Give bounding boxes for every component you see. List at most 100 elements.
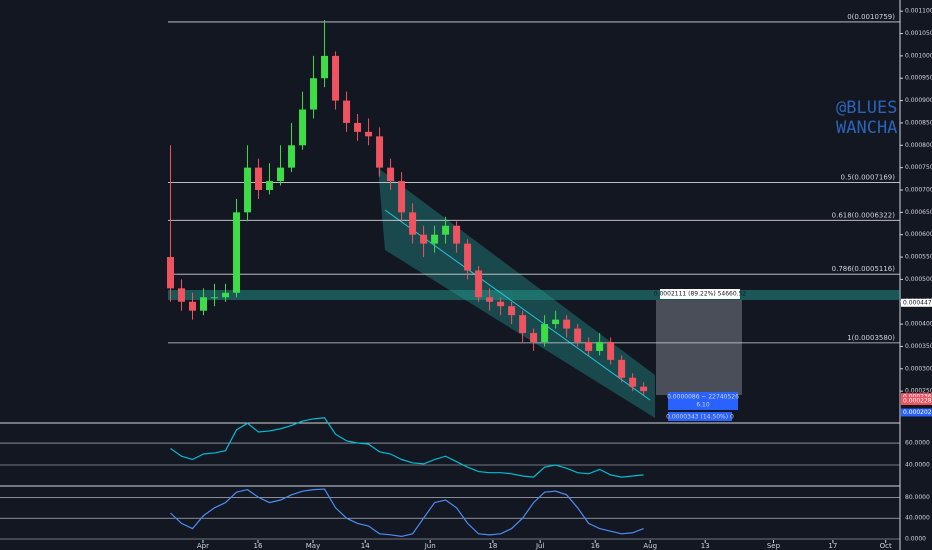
x-tick-label: Jun bbox=[424, 542, 436, 550]
candle-body bbox=[574, 328, 582, 342]
y-tick-label: 60.0000 bbox=[905, 440, 930, 447]
candle-body bbox=[343, 100, 351, 123]
x-tick-label: Sep bbox=[767, 542, 781, 550]
x-tick-label: May bbox=[306, 542, 320, 550]
price-tag bbox=[901, 408, 932, 417]
measure-label-bg bbox=[668, 392, 738, 410]
y-tick-label: 40.0000 bbox=[905, 462, 930, 469]
candle-body bbox=[530, 333, 538, 342]
y-tick-label: 80.0000 bbox=[905, 494, 930, 501]
candle-body bbox=[233, 212, 241, 293]
candle-body bbox=[244, 167, 252, 213]
fib-label: 0.618(0.0006322) bbox=[832, 211, 896, 219]
candle-body bbox=[211, 297, 219, 299]
candle-body bbox=[398, 181, 406, 213]
fib-label: 0.5(0.0007169) bbox=[841, 173, 896, 181]
candle-body bbox=[563, 319, 571, 329]
x-tick-label: Oct bbox=[880, 542, 892, 550]
candle-body bbox=[299, 109, 307, 146]
measure-label-bg bbox=[660, 289, 740, 299]
measure-label: 0.0002111 (89.22%) 54660.52 bbox=[654, 291, 747, 298]
candle-body bbox=[288, 145, 296, 168]
support-zone bbox=[168, 290, 900, 300]
y-tick-label: 0.0000 bbox=[905, 536, 926, 543]
fib-label: 0.786(0.0005116) bbox=[832, 265, 896, 273]
candle-body bbox=[332, 55, 340, 101]
x-tick-label: 18 bbox=[488, 542, 497, 550]
candle-body bbox=[464, 243, 472, 271]
x-tick-label: 17 bbox=[828, 542, 837, 550]
indicator-line bbox=[170, 417, 644, 478]
candle-body bbox=[387, 167, 395, 182]
candle-body bbox=[222, 292, 230, 298]
candle-body bbox=[541, 324, 549, 342]
price-tag bbox=[901, 298, 932, 307]
measure-label: 6.10 bbox=[696, 402, 710, 409]
watermark: WANCHA bbox=[836, 118, 897, 138]
x-tick-label: Aug bbox=[643, 542, 657, 550]
candle-body bbox=[519, 315, 527, 334]
measure-label-bg bbox=[668, 412, 732, 421]
measure-label: 0.0000086 ~ 22740526 bbox=[667, 394, 739, 401]
x-tick-label: 16 bbox=[254, 542, 263, 550]
candle-body bbox=[640, 386, 648, 392]
candle-body bbox=[629, 377, 637, 387]
candle-body bbox=[585, 341, 593, 351]
x-tick-label: Apr bbox=[197, 542, 209, 550]
candle-body bbox=[376, 136, 384, 168]
candle-body bbox=[189, 301, 197, 311]
fib-label: 0(0.0010759) bbox=[847, 13, 895, 21]
x-tick-label: 16 bbox=[591, 542, 600, 550]
candle-body bbox=[475, 270, 483, 298]
candle-body bbox=[167, 257, 175, 289]
candle-body bbox=[442, 225, 450, 235]
watermark: @BLUES bbox=[836, 98, 897, 118]
candle-body bbox=[596, 341, 604, 351]
candle-body bbox=[508, 306, 516, 316]
candle-body bbox=[618, 359, 626, 378]
candle-body bbox=[277, 167, 285, 182]
candle-body bbox=[497, 301, 505, 307]
measure-label: 0.0000343 (14.50%) 0 bbox=[666, 414, 734, 421]
candle-body bbox=[266, 181, 274, 190]
candle-body bbox=[431, 234, 439, 244]
y-tick-label: 0.0011000 bbox=[905, 8, 932, 15]
candle-body bbox=[321, 55, 329, 79]
candle-body bbox=[200, 297, 208, 311]
candle-body bbox=[409, 212, 417, 235]
price-tag bbox=[901, 396, 932, 405]
candle-body bbox=[178, 288, 186, 302]
channel-midline bbox=[384, 209, 651, 401]
x-tick-label: 13 bbox=[701, 542, 710, 550]
x-tick-label: 14 bbox=[361, 542, 370, 550]
price-tag-label: 0.0004477 bbox=[903, 299, 932, 306]
candle-body bbox=[453, 225, 461, 244]
y-tick-label: 40.0000 bbox=[905, 515, 930, 522]
candle-body bbox=[420, 234, 428, 244]
candle-body bbox=[486, 297, 494, 302]
candle-body bbox=[354, 122, 362, 132]
candle-body bbox=[365, 131, 373, 137]
price-tag-label: 0.0002023 bbox=[903, 409, 932, 416]
candle-body bbox=[607, 341, 615, 360]
measure-box bbox=[656, 300, 742, 395]
